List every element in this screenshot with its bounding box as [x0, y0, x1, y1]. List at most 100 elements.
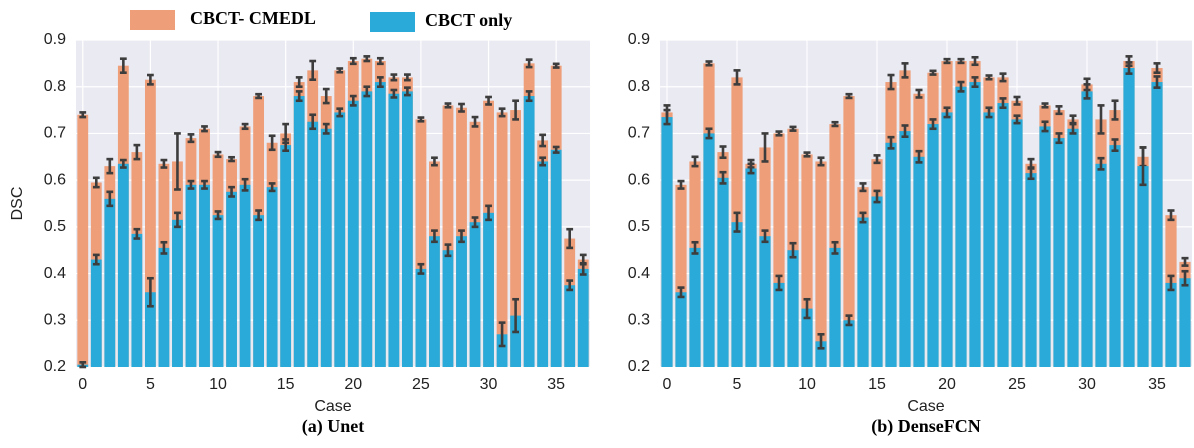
error-bar — [1153, 75, 1161, 89]
y-tick-label: 0.6 — [628, 171, 650, 188]
error-bar — [1055, 105, 1063, 116]
error-bar — [485, 204, 492, 222]
error-bar — [241, 177, 249, 192]
bar — [415, 268, 427, 367]
bar — [144, 79, 156, 367]
error-bar — [943, 57, 951, 65]
x-axis-label: Case — [907, 398, 944, 415]
error-bar — [1083, 83, 1091, 100]
error-bar — [1167, 274, 1175, 292]
y-tick-label: 0.8 — [628, 78, 650, 95]
error-bar — [160, 158, 168, 169]
y-tick-label: 0.2 — [628, 358, 650, 375]
error-bar — [79, 111, 87, 119]
error-bar — [915, 149, 923, 164]
bar — [815, 161, 827, 367]
error-bar — [363, 85, 371, 98]
error-bar — [268, 182, 276, 193]
error-bar — [431, 156, 438, 167]
x-tick-label: 30 — [480, 376, 498, 393]
error-bar — [1097, 104, 1105, 135]
error-bar — [1111, 99, 1119, 121]
error-bar — [512, 99, 519, 121]
error-bar — [458, 229, 465, 244]
error-bar — [1013, 95, 1021, 106]
error-bar — [133, 227, 141, 240]
error-bar — [775, 274, 783, 292]
bar — [320, 128, 332, 367]
x-axis-label: Case — [314, 398, 351, 415]
bar — [199, 184, 210, 367]
error-bar — [901, 124, 909, 138]
bar — [442, 105, 454, 368]
error-bar — [579, 261, 587, 276]
error-bar — [971, 76, 979, 89]
error-bar — [1111, 138, 1119, 153]
error-bar — [873, 154, 881, 165]
error-bar — [390, 88, 398, 99]
error-bar — [92, 176, 100, 189]
bar — [717, 177, 729, 367]
error-bar — [133, 143, 141, 161]
error-bar — [691, 240, 699, 255]
bar — [1025, 173, 1037, 367]
error-bar — [957, 57, 965, 65]
error-bar — [147, 276, 154, 308]
error-bar — [985, 106, 993, 119]
error-bar — [705, 60, 713, 67]
error-bar — [255, 209, 262, 222]
bar — [689, 247, 701, 367]
error-bar — [1069, 122, 1077, 135]
error-bar — [803, 297, 811, 320]
error-bar — [322, 122, 330, 135]
y-tick-label: 0.7 — [44, 125, 66, 142]
bar — [703, 133, 715, 367]
error-bar — [817, 156, 825, 167]
error-bar — [789, 241, 797, 259]
error-bar — [929, 118, 937, 131]
error-bar — [214, 150, 222, 159]
error-bar — [444, 243, 452, 258]
x-tick-label: 35 — [1148, 376, 1166, 393]
x-tick-label: 5 — [146, 376, 155, 393]
bar — [117, 163, 129, 367]
error-bar — [363, 55, 371, 63]
y-tick-label: 0.3 — [628, 312, 650, 329]
error-bar — [417, 262, 425, 275]
error-bar — [187, 133, 195, 144]
bar — [388, 93, 400, 367]
bar — [550, 149, 562, 367]
bar — [266, 187, 278, 367]
bar — [745, 168, 757, 367]
error-bar — [873, 189, 881, 204]
y-tick-label: 0.5 — [44, 218, 66, 235]
error-bar — [859, 211, 867, 224]
legend-label: CBCT- CMEDL — [190, 8, 316, 28]
bar — [1039, 126, 1051, 368]
bar — [773, 133, 785, 367]
x-tick-label: 25 — [1008, 376, 1026, 393]
bar — [496, 112, 508, 368]
bar — [759, 236, 771, 367]
error-bar — [552, 145, 560, 154]
error-bar — [525, 90, 533, 103]
bar — [1011, 119, 1023, 368]
y-tick-label: 0.8 — [44, 78, 66, 95]
error-bar — [859, 182, 867, 193]
bar — [144, 292, 156, 367]
x-tick-label: 35 — [547, 376, 565, 393]
error-bar — [539, 133, 547, 148]
x-tick-label: 5 — [733, 376, 742, 393]
error-bar — [147, 73, 154, 86]
bar — [1151, 82, 1163, 368]
error-bar — [971, 55, 979, 67]
error-bar — [1055, 132, 1063, 145]
y-tick-label: 0.3 — [44, 312, 66, 329]
bar — [955, 86, 967, 367]
caption: (b) DenseFCN — [871, 416, 981, 437]
error-bar — [201, 125, 208, 133]
error-bar — [552, 62, 560, 69]
error-bar — [119, 57, 127, 74]
bar — [1095, 163, 1107, 367]
